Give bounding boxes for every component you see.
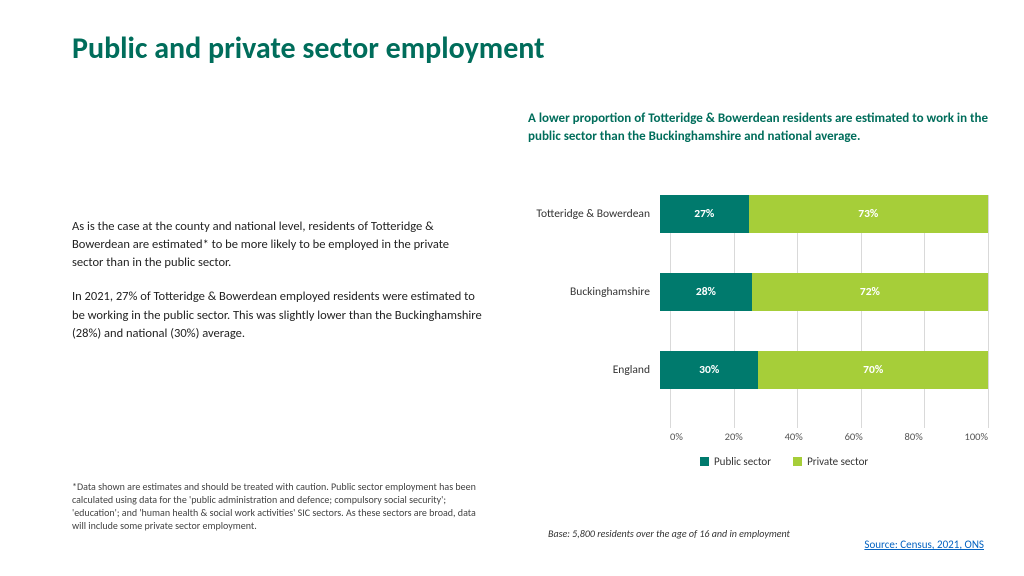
axis-tick: 80%	[905, 430, 923, 443]
body-paragraph-1: As is the case at the county and nationa…	[72, 218, 482, 272]
x-axis-ticks: 0% 20% 40% 60% 80% 100%	[670, 430, 988, 443]
bar-segment-public: 30%	[660, 351, 758, 389]
bar-segment-public: 28%	[660, 273, 752, 311]
page-title: Public and private sector employment	[72, 30, 545, 67]
axis-tick: 100%	[965, 430, 988, 443]
row-label: Buckinghamshire	[528, 285, 660, 299]
axis-tick: 0%	[670, 430, 683, 443]
axis-tick: 40%	[785, 430, 803, 443]
chart-row: Buckinghamshire28%72%	[528, 273, 988, 311]
row-label: Totteridge & Bowerdean	[528, 207, 660, 221]
bar-track: 28%72%	[660, 273, 988, 311]
bar-segment-private: 72%	[752, 273, 988, 311]
bar-segment-private: 70%	[758, 351, 988, 389]
chart-row: England30%70%	[528, 351, 988, 389]
chart-legend: Public sector Private sector	[700, 455, 868, 468]
legend-label-public: Public sector	[714, 455, 771, 468]
axis-tick: 60%	[845, 430, 863, 443]
legend-label-private: Private sector	[807, 455, 868, 468]
row-label: England	[528, 363, 660, 377]
source-link[interactable]: Source: Census, 2021, ONS	[864, 538, 984, 551]
legend-item-private: Private sector	[793, 455, 868, 468]
body-paragraph-2: In 2021, 27% of Totteridge & Bowerdean e…	[72, 288, 482, 342]
stacked-bar-chart: Totteridge & Bowerdean27%73% Buckinghamsh…	[528, 195, 988, 429]
chart-subtitle: A lower proportion of Totteridge & Bower…	[528, 110, 988, 145]
bar-segment-private: 73%	[749, 195, 988, 233]
footnote-text: *Data shown are estimates and should be …	[72, 480, 492, 532]
gridline	[988, 195, 989, 428]
legend-swatch-public	[700, 457, 709, 466]
body-text-column: As is the case at the county and nationa…	[72, 218, 482, 359]
base-note: Base: 5,800 residents over the age of 16…	[548, 528, 828, 541]
axis-tick: 20%	[725, 430, 743, 443]
bar-segment-public: 27%	[660, 195, 749, 233]
chart-row: Totteridge & Bowerdean27%73%	[528, 195, 988, 233]
legend-swatch-private	[793, 457, 802, 466]
bar-track: 27%73%	[660, 195, 988, 233]
legend-item-public: Public sector	[700, 455, 771, 468]
bar-track: 30%70%	[660, 351, 988, 389]
